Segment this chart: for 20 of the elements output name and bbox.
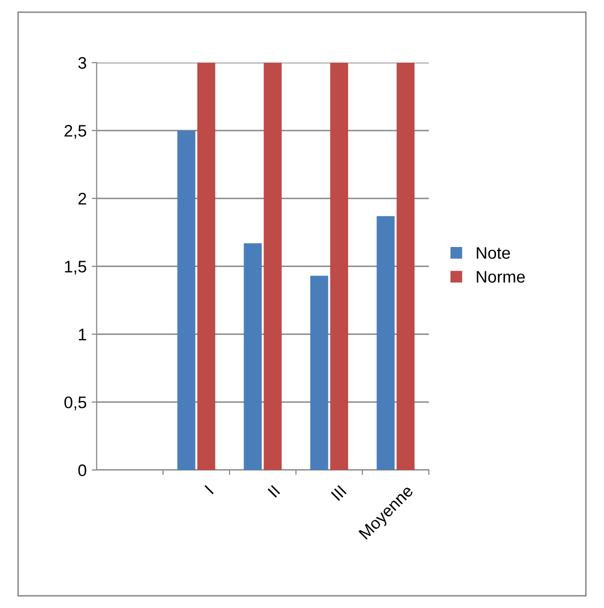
y-tick-label: 2,5 <box>64 124 86 139</box>
y-tick-label: 0,5 <box>64 396 86 410</box>
bar <box>177 130 196 470</box>
x-tick-label: III <box>330 485 347 501</box>
bar <box>310 276 328 470</box>
y-tick-label: 1,5 <box>65 260 86 274</box>
y-tick-label: 2 <box>78 192 86 204</box>
bar <box>197 62 216 470</box>
y-tick-label: 1 <box>78 328 86 340</box>
bar <box>244 243 262 470</box>
legend-label: Note <box>476 247 510 259</box>
bar <box>264 62 282 470</box>
y-tick-label: 3 <box>78 57 86 69</box>
bar <box>396 62 415 470</box>
bar <box>376 216 395 470</box>
y-tick-label: 0 <box>78 464 86 476</box>
x-tick-label: II <box>268 485 280 498</box>
x-tick-label: I <box>204 485 214 494</box>
legend-label: Norme <box>476 271 525 283</box>
bar <box>330 62 348 470</box>
